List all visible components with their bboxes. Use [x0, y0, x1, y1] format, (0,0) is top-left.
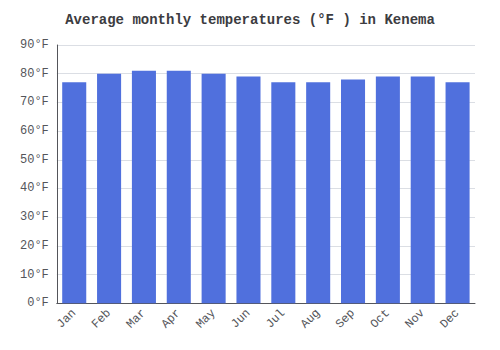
- svg-text:50°F: 50°F: [20, 153, 49, 167]
- svg-text:10°F: 10°F: [20, 268, 49, 282]
- svg-text:Mar: Mar: [124, 306, 149, 331]
- svg-text:Dec: Dec: [437, 306, 462, 331]
- svg-text:Feb: Feb: [89, 306, 114, 331]
- svg-text:Nov: Nov: [403, 306, 428, 331]
- svg-text:Aug: Aug: [298, 306, 323, 331]
- svg-text:80°F: 80°F: [20, 67, 49, 81]
- svg-text:60°F: 60°F: [20, 124, 49, 138]
- svg-text:70°F: 70°F: [20, 95, 49, 109]
- svg-text:Average monthly temperatures (: Average monthly temperatures (°F ) in Ke…: [65, 12, 435, 28]
- svg-text:20°F: 20°F: [20, 239, 49, 253]
- svg-text:Jul: Jul: [263, 306, 288, 331]
- svg-text:30°F: 30°F: [20, 210, 49, 224]
- svg-text:90°F: 90°F: [20, 38, 49, 52]
- svg-text:0°F: 0°F: [27, 296, 49, 310]
- svg-text:May: May: [193, 306, 218, 331]
- svg-text:Sep: Sep: [333, 306, 358, 331]
- svg-text:Jan: Jan: [54, 306, 79, 331]
- svg-text:Oct: Oct: [368, 306, 393, 331]
- svg-text:40°F: 40°F: [20, 181, 49, 195]
- svg-text:Jun: Jun: [228, 306, 253, 331]
- svg-text:Apr: Apr: [159, 306, 184, 331]
